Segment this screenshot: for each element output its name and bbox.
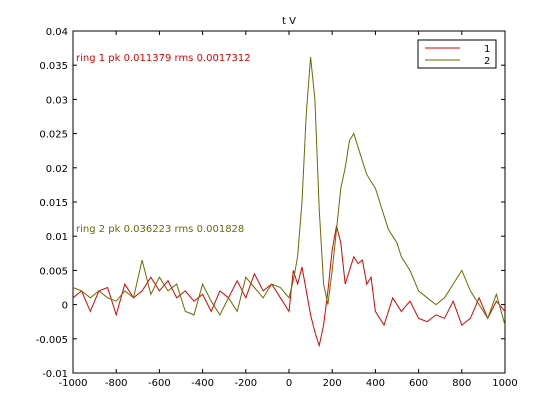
x-tick-label: -1000 [58,378,87,389]
y-tick-label: 0.04 [46,27,68,38]
x-tick-label: 0 [286,378,292,389]
y-tick-label: 0 [62,301,68,312]
x-tick-label: -800 [105,378,128,389]
chart-title: t V [282,16,296,27]
y-tick-label: 0.035 [39,61,68,72]
y-tick-label: 0.005 [39,266,68,277]
y-tick-label: 0.02 [46,164,68,175]
x-tick-label: 600 [409,378,428,389]
y-tick-label: -0.005 [36,335,68,346]
legend-label-1: 1 [484,44,490,55]
x-tick-label: -400 [191,378,214,389]
legend: 1 2 [417,39,497,69]
series-line-2 [72,56,506,326]
plot-area [72,30,506,374]
series-line-1 [72,225,506,348]
x-tick-label: -600 [148,378,171,389]
x-tick-label: 200 [323,378,342,389]
legend-label-2: 2 [484,56,490,67]
legend-box [417,39,497,69]
y-tick-label: -0.01 [42,369,68,380]
x-tick-label: 1000 [492,378,517,389]
annotation-ring-2: ring 1 pk 0.011379 rms 0.0017312 [76,53,251,64]
axis-ticks: -1000 -800 -600 -400 -200 0 200 400 600 800 1000 -0… [36,27,518,389]
annotation-ring-1: ring 2 pk 0.036223 rms 0.001828 [76,224,244,235]
y-tick-label: 0.03 [46,95,68,106]
x-tick-label: 400 [366,378,385,389]
x-tick-label: 800 [452,378,471,389]
y-tick-label: 0.025 [39,130,68,141]
x-tick-label: -200 [234,378,257,389]
y-tick-label: 0.01 [46,232,68,243]
y-tick-label: 0.015 [39,198,68,209]
data-series [72,56,506,348]
